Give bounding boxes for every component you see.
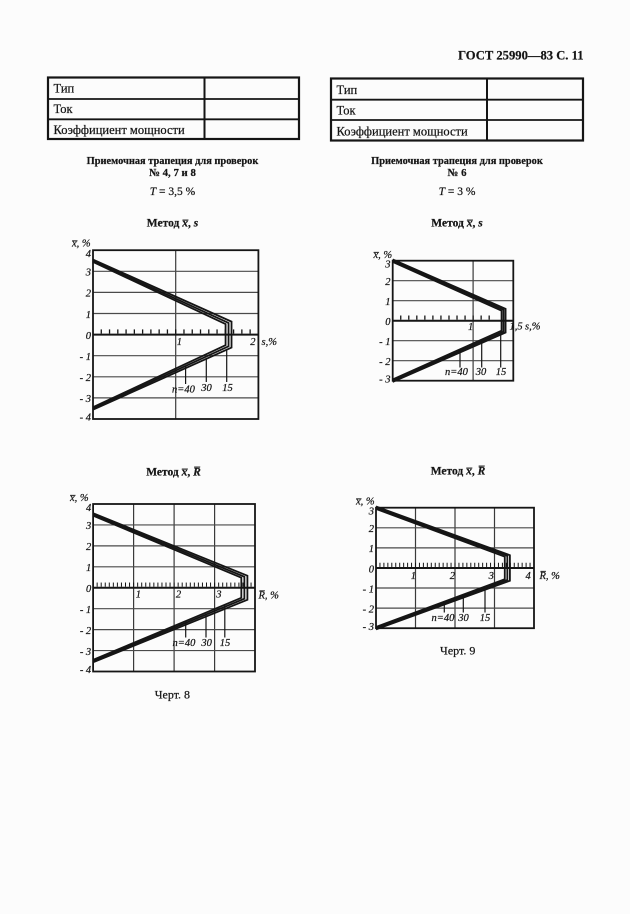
svg-text:- 3: - 3 [379, 374, 390, 385]
svg-text:- 2: - 2 [80, 373, 92, 384]
svg-text:R̅, %: R̅, % [539, 571, 561, 582]
svg-text:R̅, %: R̅, % [258, 591, 280, 602]
svg-text:Приемочная трапеция для провер: Приемочная трапеция для проверок [87, 156, 259, 167]
svg-text:4: 4 [86, 249, 92, 260]
svg-text:- 2: - 2 [379, 357, 391, 368]
svg-text:Тип: Тип [54, 82, 75, 96]
svg-text:30: 30 [200, 383, 212, 394]
svg-text:Приемочная трапеция для провер: Приемочная трапеция для проверок [371, 156, 543, 167]
svg-text:2: 2 [369, 524, 375, 535]
svg-text:Ток: Ток [54, 102, 74, 116]
svg-text:3: 3 [384, 260, 390, 271]
svg-text:3: 3 [368, 507, 374, 518]
svg-text:2: 2 [176, 590, 182, 601]
svg-text:1: 1 [369, 544, 374, 555]
svg-text:1: 1 [411, 571, 416, 582]
svg-text:n=40: n=40 [172, 385, 196, 396]
svg-text:- 4: - 4 [80, 665, 92, 676]
svg-text:0: 0 [86, 331, 92, 342]
svg-text:ГОСТ 25990—83 С. 11: ГОСТ 25990—83 С. 11 [458, 49, 583, 63]
svg-text:- 4: - 4 [80, 413, 92, 424]
svg-text:- 3: - 3 [80, 394, 91, 405]
svg-text:Черт. 8: Черт. 8 [155, 688, 190, 702]
svg-text:3: 3 [215, 590, 221, 601]
svg-text:30: 30 [200, 638, 212, 649]
svg-text:x̅, %: x̅, % [355, 496, 375, 507]
svg-text:Метод x̅, R̅: Метод x̅, R̅ [431, 464, 486, 477]
svg-text:1: 1 [86, 563, 91, 574]
svg-text:2: 2 [250, 337, 256, 348]
svg-text:1: 1 [86, 310, 91, 321]
svg-text:Метод x̅, R̅: Метод x̅, R̅ [146, 465, 201, 478]
svg-text:2: 2 [450, 571, 456, 582]
svg-text:15: 15 [220, 638, 231, 649]
svg-text:15: 15 [480, 613, 491, 624]
svg-text:- 2: - 2 [363, 604, 375, 615]
svg-text:Метод x̅, s: Метод x̅, s [431, 218, 483, 230]
svg-text:3: 3 [488, 571, 494, 582]
svg-text:2: 2 [86, 289, 92, 300]
svg-text:n=40: n=40 [445, 367, 469, 378]
svg-text:x̅, %: x̅, % [69, 493, 89, 504]
svg-text:- 3: - 3 [363, 622, 374, 633]
svg-text:№ 4, 7 и 8: № 4, 7 и 8 [149, 167, 196, 179]
svg-text:T = 3 %: T = 3 % [439, 186, 476, 198]
svg-text:0: 0 [385, 317, 391, 328]
svg-text:- 1: - 1 [363, 584, 374, 595]
svg-text:0: 0 [369, 564, 375, 575]
svg-text:4: 4 [526, 571, 532, 582]
svg-text:3: 3 [85, 268, 91, 279]
svg-text:0: 0 [86, 584, 92, 595]
svg-text:№ 6: № 6 [448, 167, 468, 179]
svg-text:1: 1 [385, 297, 390, 308]
svg-text:1,5: 1,5 [510, 322, 523, 333]
svg-text:1: 1 [468, 322, 473, 333]
svg-text:n=40: n=40 [173, 638, 197, 649]
svg-text:30: 30 [475, 367, 487, 378]
svg-text:T = 3,5 %: T = 3,5 % [150, 186, 196, 198]
svg-text:Коэффициент мощности: Коэффициент мощности [337, 125, 468, 139]
svg-text:Тип: Тип [337, 83, 358, 97]
svg-text:15: 15 [222, 383, 233, 394]
svg-text:s,%: s,% [525, 322, 541, 333]
svg-text:Черт. 9: Черт. 9 [440, 644, 475, 658]
svg-text:- 1: - 1 [379, 337, 390, 348]
svg-text:- 1: - 1 [80, 352, 91, 363]
svg-text:2: 2 [385, 277, 391, 288]
svg-text:- 3: - 3 [80, 647, 91, 658]
svg-text:- 2: - 2 [80, 626, 92, 637]
svg-text:x̅, %: x̅, % [71, 239, 91, 250]
svg-text:3: 3 [85, 521, 91, 532]
svg-text:2: 2 [86, 542, 92, 553]
svg-text:30: 30 [457, 613, 469, 624]
svg-text:Коэффициент мощности: Коэффициент мощности [54, 123, 185, 137]
svg-text:Ток: Ток [337, 104, 357, 118]
svg-text:1: 1 [136, 590, 141, 601]
svg-text:s,%: s,% [262, 337, 278, 348]
svg-text:n=40: n=40 [432, 613, 456, 624]
svg-text:1: 1 [177, 337, 182, 348]
svg-text:Метод x̅, s: Метод x̅, s [147, 218, 199, 230]
svg-text:4: 4 [86, 503, 92, 514]
svg-text:x̅, %: x̅, % [373, 250, 393, 261]
svg-text:15: 15 [496, 367, 507, 378]
svg-text:- 1: - 1 [80, 605, 91, 616]
